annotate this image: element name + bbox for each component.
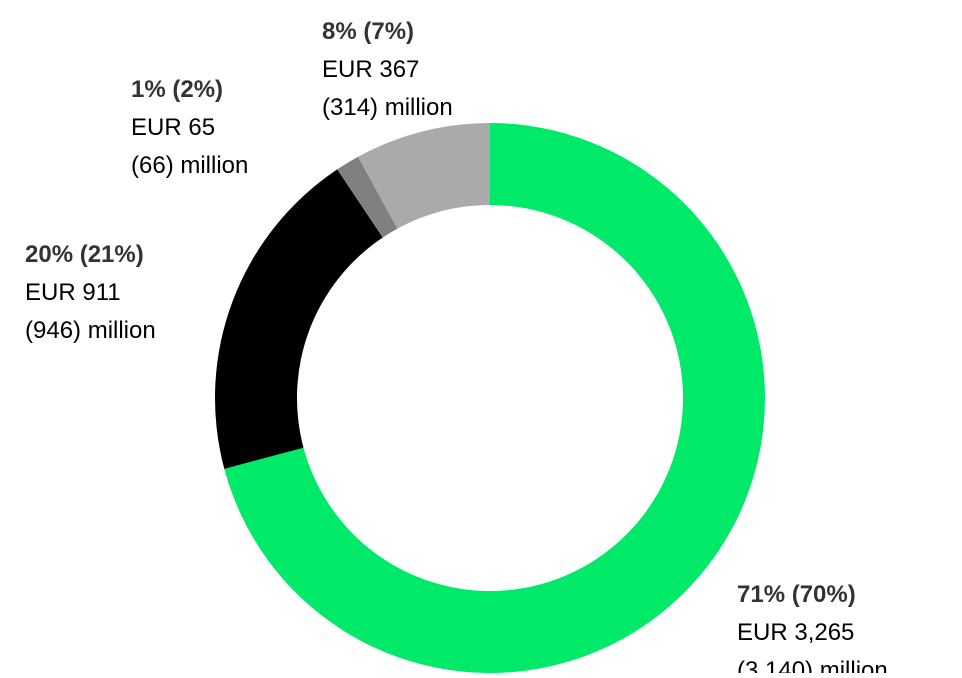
percent-label: 20% (21%) [25, 241, 144, 268]
value-label: EUR 367 [322, 56, 419, 83]
donut-segment [214, 169, 383, 469]
prior-label: (946) million [25, 317, 156, 344]
donut-segment [358, 123, 490, 229]
percent-label: 1% (2%) [131, 76, 223, 103]
prior-label: (3,140) million [737, 657, 888, 673]
value-label: EUR 911 [25, 279, 121, 306]
percent-label: 71% (70%) [737, 581, 856, 608]
donut-segment [337, 156, 398, 238]
value-label: EUR 3,265 [737, 619, 854, 646]
percent-label: 8% (7%) [322, 18, 414, 45]
donut-segment [224, 123, 766, 673]
value-label: EUR 65 [131, 114, 215, 141]
prior-label: (66) million [131, 152, 248, 179]
prior-label: (314) million [322, 94, 453, 121]
